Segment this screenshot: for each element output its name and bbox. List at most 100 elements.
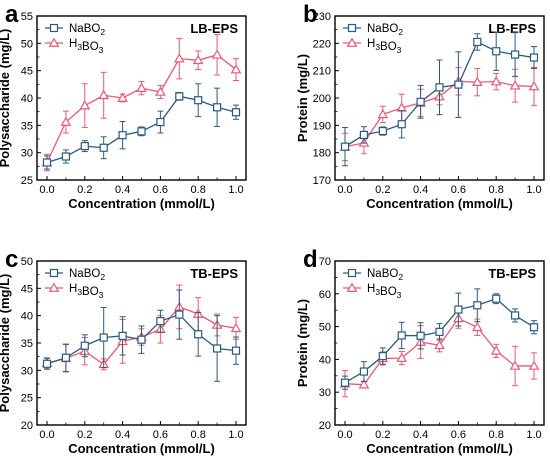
data-point-square — [61, 152, 71, 161]
legend-label-h3bo3: H3BO3 — [367, 283, 402, 300]
data-point-triangle — [79, 100, 91, 110]
data-point-square — [99, 143, 108, 152]
data-point-triangle — [528, 360, 540, 370]
x-tick-label: 0.2 — [375, 429, 390, 441]
data-point-triangle — [471, 76, 483, 86]
data-point-triangle — [509, 80, 521, 90]
panel-letter: c — [5, 246, 18, 273]
legend-label-nabo2: NaBO2 — [69, 268, 105, 282]
series-nabo2 — [42, 289, 241, 382]
y-tick-label: 180 — [313, 148, 331, 160]
x-tick-label: 0.6 — [153, 429, 168, 441]
legend-marker-nabo2 — [49, 23, 59, 33]
x-tick-label: 0.8 — [489, 184, 504, 196]
x-axis-title: Concentration (mmol/L) — [366, 441, 513, 456]
panel-tag: TB-EPS — [190, 266, 238, 281]
y-tick-label: 50 — [319, 322, 331, 334]
y-tick-label: 30 — [21, 148, 33, 160]
x-tick-label: 0.4 — [115, 184, 130, 196]
data-point-square — [231, 108, 241, 117]
x-tick-label: 0.4 — [413, 184, 428, 196]
y-tick-label: 45 — [21, 66, 33, 78]
data-point-square — [118, 331, 127, 340]
y-tick-label: 50 — [21, 256, 33, 268]
y-tick-label: 45 — [21, 283, 33, 295]
data-point-triangle — [155, 86, 166, 96]
data-point-square — [473, 301, 482, 310]
panel-letter: a — [5, 1, 19, 28]
data-point-square — [213, 103, 222, 112]
data-point-triangle — [211, 49, 223, 59]
x-tick-label: 0.2 — [77, 429, 92, 441]
data-point-square — [359, 367, 368, 376]
data-point-square — [435, 327, 444, 336]
y-axis-title: Polysaccharide (mg/L) — [0, 274, 12, 413]
x-tick-label: 0.2 — [77, 184, 92, 196]
x-tick-label: 1.0 — [526, 429, 541, 441]
data-point-triangle — [509, 360, 521, 370]
x-tick-label: 0.8 — [489, 429, 504, 441]
x-tick-label: 0.6 — [451, 429, 466, 441]
legend-marker-h3bo3 — [346, 37, 358, 47]
data-point-square — [137, 127, 146, 136]
x-tick-label: 0.4 — [413, 429, 428, 441]
y-tick-label: 50 — [21, 38, 33, 50]
x-tick-label: 0.2 — [375, 184, 390, 196]
data-point-triangle — [117, 92, 128, 102]
y-tick-label: 40 — [21, 93, 33, 105]
data-point-triangle — [490, 345, 502, 355]
panel-tag: TB-EPS — [488, 266, 536, 281]
data-point-square — [529, 53, 539, 62]
data-point-triangle — [377, 108, 389, 119]
y-tick-label: 40 — [319, 354, 331, 366]
data-point-square — [340, 142, 350, 151]
chart-panel-a: 0.0 0.2 0.4 0.6 0.8 1.0 25 30 35 40 45 50 55 Concentr… — [0, 1, 247, 211]
y-tick-label: 60 — [319, 289, 331, 301]
data-point-square — [397, 120, 406, 129]
legend-marker-nabo2 — [49, 268, 59, 278]
x-tick-label: 1.0 — [228, 184, 243, 196]
y-tick-label: 200 — [313, 93, 331, 105]
data-point-square — [213, 344, 222, 353]
legend-marker-h3bo3 — [48, 37, 60, 47]
data-point-triangle — [528, 81, 540, 91]
legend-label-nabo2: NaBO2 — [367, 23, 403, 37]
x-tick-label: 0.8 — [191, 184, 206, 196]
data-point-square — [397, 331, 406, 340]
data-point-square — [435, 83, 444, 92]
x-axis-title: Concentration (mmol/L) — [68, 196, 215, 211]
data-point-triangle — [173, 53, 185, 63]
panel-tag: LB-EPS — [190, 21, 238, 36]
data-point-square — [454, 305, 463, 314]
data-point-square — [137, 335, 146, 344]
data-point-square — [378, 126, 387, 136]
y-tick-label: 25 — [21, 175, 33, 187]
data-point-square — [61, 353, 71, 362]
y-axis-title: Protein (mg/L) — [295, 299, 310, 387]
data-point-square — [492, 294, 501, 303]
x-tick-label: 1.0 — [526, 184, 541, 196]
legend-marker-nabo2 — [347, 23, 357, 33]
y-tick-label: 230 — [313, 11, 331, 23]
y-tick-label: 170 — [313, 175, 331, 187]
data-point-square — [194, 330, 203, 339]
chart-panel-c: 0.0 0.2 0.4 0.6 0.8 1.0 20 25 30 35 40 45 50 Concentr… — [0, 246, 247, 456]
data-point-triangle — [396, 352, 408, 362]
legend-marker-h3bo3 — [48, 282, 60, 292]
y-tick-label: 70 — [319, 256, 331, 268]
legend-marker-nabo2 — [347, 268, 357, 278]
data-point-square — [156, 117, 165, 127]
x-tick-label: 0.0 — [39, 429, 54, 441]
y-tick-label: 25 — [21, 393, 33, 405]
data-point-triangle — [60, 116, 72, 126]
data-point-square — [511, 50, 520, 59]
data-point-square — [416, 331, 425, 340]
data-point-triangle — [358, 379, 370, 389]
data-point-square — [511, 311, 520, 320]
series-h3bo3 — [339, 308, 540, 398]
data-point-square — [80, 142, 89, 151]
data-point-triangle — [192, 54, 204, 65]
